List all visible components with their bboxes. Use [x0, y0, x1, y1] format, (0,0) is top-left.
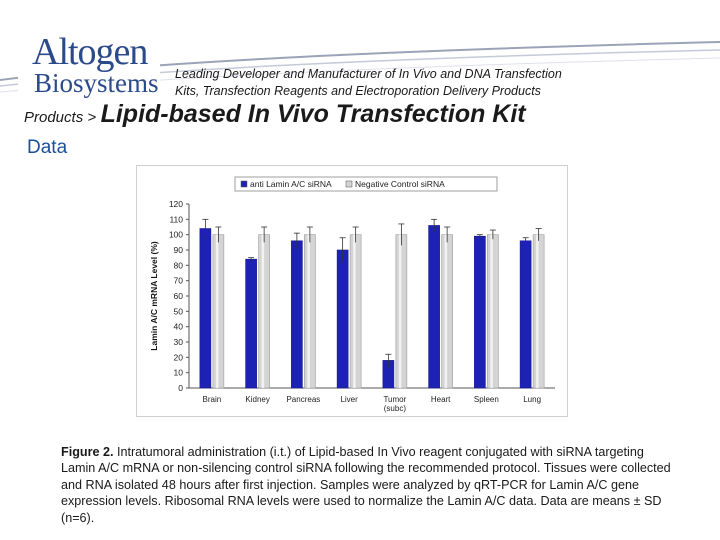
x-tick-label: Pancreas — [286, 395, 320, 404]
y-tick-label: 110 — [169, 214, 183, 224]
y-tick-label: 20 — [174, 352, 184, 362]
legend-swatch — [345, 180, 353, 188]
y-axis-label: Lamin A/C mRNA Level (%) — [149, 241, 159, 351]
y-tick-label: 90 — [174, 245, 184, 255]
y-tick-label: 120 — [169, 199, 183, 209]
x-tick-label: Kidney — [245, 395, 269, 404]
tagline-line-1: Leading Developer and Manufacturer of In… — [175, 67, 562, 81]
y-tick-label: 100 — [169, 230, 183, 240]
bar-anti-lamin — [291, 240, 303, 389]
legend-box — [234, 176, 498, 192]
x-tick-label: Brain — [203, 395, 222, 404]
bar-chart: 0 10 20 30 40 50 60 70 80 90 100 110 120 Lamin A/C mR… — [136, 165, 568, 417]
chart-canvas: 0 10 20 30 40 50 60 70 80 90 100 110 120 Lamin A/C mR… — [149, 176, 555, 413]
x-tick-label: Spleen — [474, 395, 499, 404]
breadcrumb-products[interactable]: Products > — [24, 109, 97, 126]
legend-swatch — [240, 180, 248, 188]
y-tick-label: 80 — [174, 260, 184, 270]
y-tick-label: 50 — [174, 306, 184, 316]
section-subtitle: Data — [27, 137, 68, 158]
company-tagline: Leading Developer and Manufacturer of In… — [175, 66, 645, 100]
y-tick-label: 30 — [174, 337, 184, 347]
bar-highlight — [444, 234, 448, 388]
bar-anti-lamin — [519, 240, 532, 389]
company-logo[interactable]: Altogen Biosystems — [18, 24, 160, 102]
bar-anti-lamin — [336, 249, 349, 389]
bar-highlight — [490, 234, 493, 388]
bar-anti-lamin — [474, 235, 486, 389]
y-tick-label: 60 — [174, 291, 184, 301]
title-row: Products > Lipid-based In Vivo Transfect… — [24, 100, 526, 129]
bar-highlight — [215, 234, 219, 388]
y-tick-label: 40 — [174, 322, 184, 332]
logo-subwordmark: Biosystems — [34, 68, 159, 98]
logo-wordmark: Altogen — [32, 31, 148, 73]
bar-anti-lamin — [245, 258, 257, 389]
caption-text: Intratumoral administration (i.t.) of Li… — [61, 445, 671, 525]
x-tick-label: Tumor — [383, 395, 406, 404]
bar-highlight — [398, 234, 402, 388]
y-tick-label: 70 — [174, 276, 184, 286]
tagline-line-2: Kits, Transfection Reagents and Electrop… — [175, 84, 541, 98]
bar-highlight — [353, 234, 356, 388]
y-tick-label: 0 — [178, 383, 183, 393]
legend-label: Negative Control siRNA — [355, 179, 445, 189]
bar-anti-lamin — [199, 228, 212, 389]
bar-highlight — [536, 234, 539, 388]
bar-highlight — [307, 234, 310, 388]
x-tick-label: Lung — [523, 395, 541, 404]
x-tick-label: Heart — [431, 395, 451, 404]
y-tick-label: 10 — [174, 368, 184, 378]
bar-anti-lamin — [428, 225, 440, 389]
x-tick-label: (subc) — [384, 404, 407, 413]
x-tick-label: Liver — [340, 395, 358, 404]
figure-caption: Figure 2. Intratumoral administration (i… — [61, 444, 681, 526]
legend-label: anti Lamin A/C siRNA — [250, 179, 332, 189]
caption-label: Figure 2. — [61, 445, 114, 459]
bar-highlight — [261, 234, 265, 388]
page-title: Lipid-based In Vivo Transfection Kit — [100, 100, 526, 128]
